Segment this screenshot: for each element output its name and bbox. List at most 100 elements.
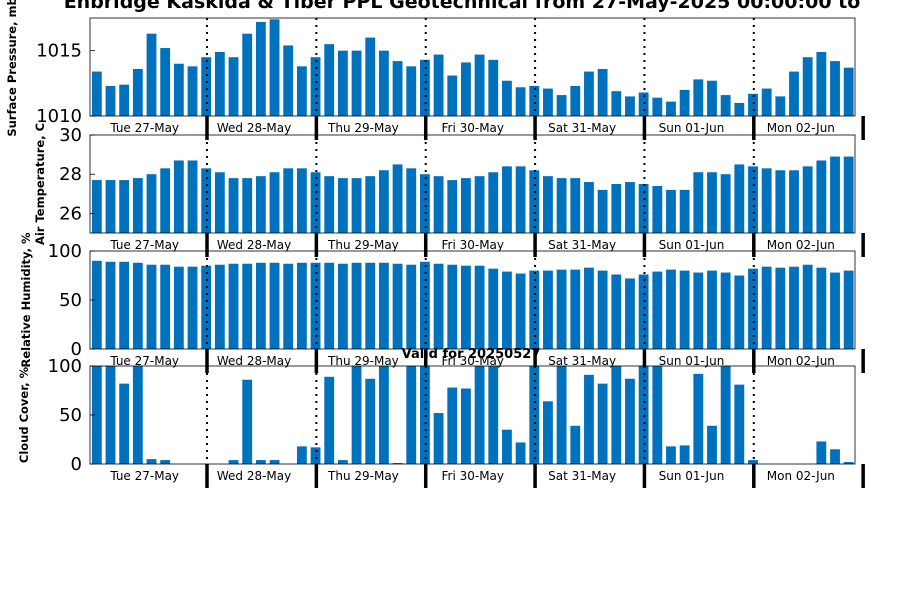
bar-cloud-35: [570, 425, 581, 464]
bar-cloud-48: [748, 460, 758, 464]
xtick-label-pressure-0: Tue 27-May: [109, 121, 179, 135]
xtick-label-temperature-0: Tue 27-May: [109, 238, 179, 252]
bar-temperature-30: [502, 166, 512, 233]
bar-temperature-18: [337, 178, 348, 233]
bar-temperature-34: [556, 178, 567, 233]
bar-temperature-14: [283, 168, 294, 233]
panel-temperature: 26 28 30 Air Temperature, C Tue 27-May Wed 28…: [33, 123, 865, 257]
bar-temperature-43: [679, 189, 690, 233]
ytick-label-humidity-2: 100: [48, 241, 82, 262]
bar-cloud-55: [843, 462, 854, 464]
bar-temperature-24: [419, 174, 430, 233]
bar-cloud-11: [242, 379, 253, 464]
xtick-label-cloud-1: Wed 28-May: [217, 469, 291, 483]
bar-temperature-28: [474, 176, 485, 233]
bar-cloud-33: [543, 401, 553, 464]
bar-pressure-6: [173, 63, 184, 116]
bar-pressure-27: [461, 62, 471, 116]
xtick-label-temperature-2: Thu 29-May: [327, 238, 399, 252]
bar-cloud-43: [679, 445, 690, 464]
bar-pressure-28: [474, 54, 485, 116]
bar-temperature-54: [830, 156, 840, 233]
bar-cloud-16: [310, 447, 321, 464]
bar-humidity-25: [433, 263, 444, 349]
bar-pressure-7: [187, 66, 198, 116]
bar-cloud-20: [365, 378, 376, 464]
xtick-label-cloud-6: Mon 02-Jun: [767, 469, 835, 483]
bar-pressure-31: [515, 87, 526, 116]
bar-pressure-35: [570, 85, 581, 116]
bar-humidity-53: [816, 267, 827, 349]
bar-humidity-51: [789, 266, 799, 349]
ytick-label-temperature-1: 28: [59, 164, 82, 185]
bar-temperature-53: [816, 160, 827, 233]
bar-humidity-39: [625, 278, 635, 349]
bar-humidity-28: [474, 265, 485, 349]
bar-temperature-2: [119, 180, 130, 233]
bar-pressure-11: [242, 33, 253, 116]
bar-cloud-39: [625, 378, 635, 464]
bar-pressure-48: [748, 93, 758, 116]
bar-temperature-22: [392, 164, 403, 233]
bar-pressure-44: [693, 79, 704, 116]
bar-humidity-50: [775, 267, 786, 349]
bar-cloud-13: [269, 460, 280, 464]
bar-temperature-46: [720, 174, 731, 233]
ylabel-pressure: Surface Pressure, mb: [5, 0, 19, 137]
bar-temperature-37: [597, 189, 608, 233]
bar-humidity-7: [187, 266, 198, 349]
bar-temperature-45: [707, 172, 717, 233]
bar-temperature-13: [269, 172, 280, 233]
bar-humidity-34: [556, 269, 567, 349]
bar-cloud-38: [611, 366, 622, 464]
bar-temperature-20: [365, 176, 376, 233]
bar-pressure-20: [365, 37, 376, 116]
bar-humidity-21: [378, 262, 389, 349]
bar-cloud-42: [666, 446, 676, 464]
bar-temperature-1: [105, 180, 116, 233]
bar-cloud-15: [296, 446, 307, 464]
bar-pressure-40: [638, 92, 649, 116]
bar-temperature-4: [146, 174, 157, 233]
bar-humidity-4: [146, 264, 157, 349]
bar-pressure-46: [720, 95, 731, 116]
bar-cloud-44: [693, 373, 704, 464]
xtick-label-temperature-1: Wed 28-May: [217, 238, 291, 252]
bar-pressure-8: [201, 57, 212, 116]
bar-cloud-1: [105, 366, 116, 464]
bar-humidity-22: [392, 263, 403, 349]
bar-temperature-52: [802, 166, 813, 233]
bar-humidity-40: [638, 274, 649, 349]
bar-cloud-4: [146, 459, 157, 464]
bar-temperature-41: [652, 185, 663, 233]
bar-humidity-19: [351, 262, 362, 349]
bar-cloud-22: [392, 463, 403, 464]
bar-pressure-45: [707, 80, 717, 116]
xtick-label-pressure-6: Mon 02-Jun: [767, 121, 835, 135]
bar-pressure-0: [91, 71, 102, 116]
bar-temperature-36: [584, 182, 594, 233]
bar-temperature-40: [638, 184, 649, 233]
bar-pressure-2: [119, 84, 130, 116]
bar-pressure-30: [502, 80, 512, 116]
bar-humidity-20: [365, 262, 376, 349]
bar-humidity-24: [419, 261, 430, 349]
bar-cloud-36: [584, 374, 594, 464]
bar-humidity-15: [296, 262, 307, 349]
bar-humidity-12: [255, 262, 266, 349]
xtick-label-temperature-3: Fri 30-May: [441, 238, 504, 252]
bar-cloud-2: [119, 383, 130, 464]
bar-temperature-12: [255, 176, 266, 233]
bar-cloud-5: [160, 460, 171, 464]
xtick-label-humidity-5: Sun 01-Jun: [659, 354, 725, 368]
bar-pressure-32: [529, 85, 540, 116]
xtick-label-humidity-2: Thu 29-May: [327, 354, 399, 368]
bar-humidity-3: [132, 262, 143, 349]
bar-pressure-38: [611, 91, 622, 116]
bar-pressure-50: [775, 96, 786, 116]
ytick-label-humidity-0: 0: [71, 339, 82, 360]
xtick-label-pressure-4: Sat 31-May: [548, 121, 616, 135]
ytick-label-pressure-0: 1010: [36, 106, 82, 127]
bar-humidity-52: [802, 264, 813, 349]
